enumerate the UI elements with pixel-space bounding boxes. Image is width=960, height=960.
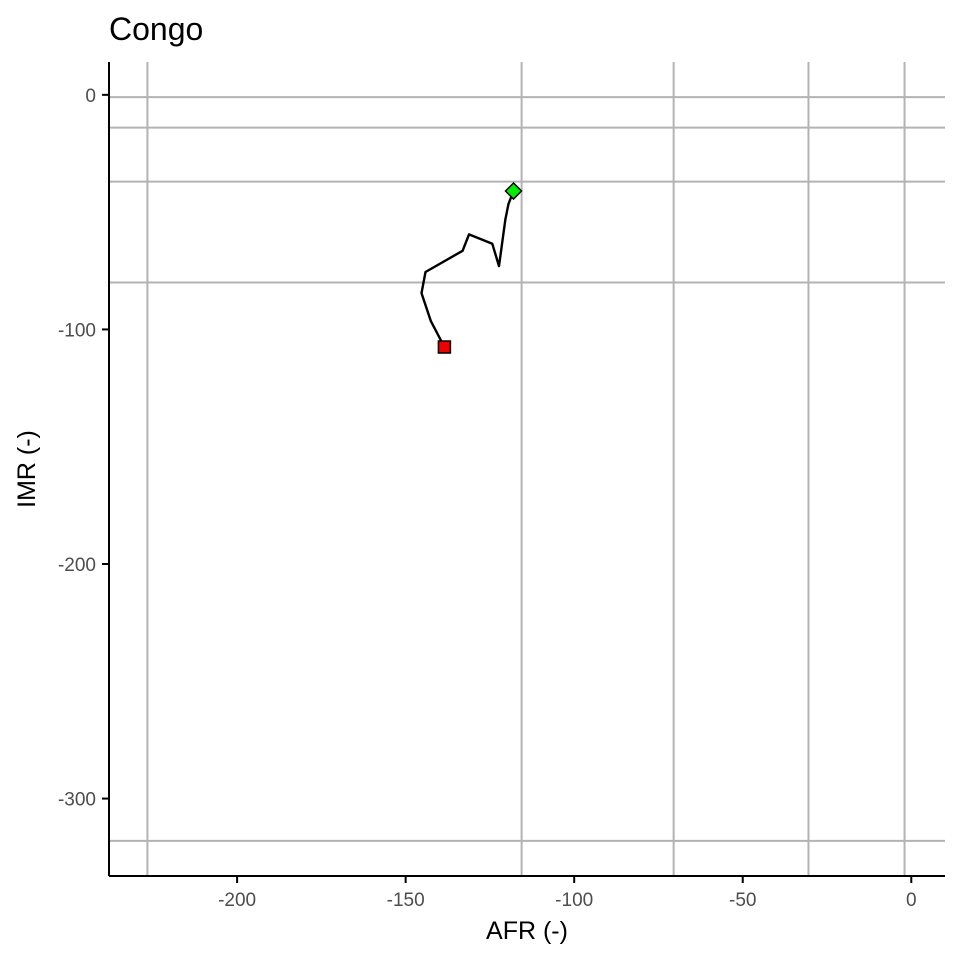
- series-line: [420, 190, 515, 348]
- chart-title: Congo: [109, 11, 203, 47]
- y-axis-ticks: 0 -100 -200 -300: [58, 86, 109, 811]
- x-tick-label: -50: [729, 890, 756, 911]
- y-tick-label: -100: [58, 320, 96, 341]
- data-series: [420, 190, 515, 348]
- end-marker: [437, 340, 452, 354]
- x-tick-label: 0: [906, 890, 917, 911]
- y-tick-label: -300: [58, 790, 96, 811]
- grid-lines: [109, 62, 945, 876]
- point-markers: [437, 181, 523, 354]
- x-axis-title: AFR (-): [486, 917, 568, 945]
- x-tick-label: -200: [218, 890, 256, 911]
- y-axis-title: IMR (-): [13, 430, 41, 508]
- x-tick-label: -100: [555, 890, 593, 911]
- x-tick-label: -150: [387, 890, 425, 911]
- start-marker: [504, 181, 523, 201]
- y-tick-label: -200: [58, 555, 96, 576]
- x-axis-ticks: -200 -150 -100 -50 0: [218, 876, 917, 911]
- y-tick-label: 0: [85, 86, 96, 107]
